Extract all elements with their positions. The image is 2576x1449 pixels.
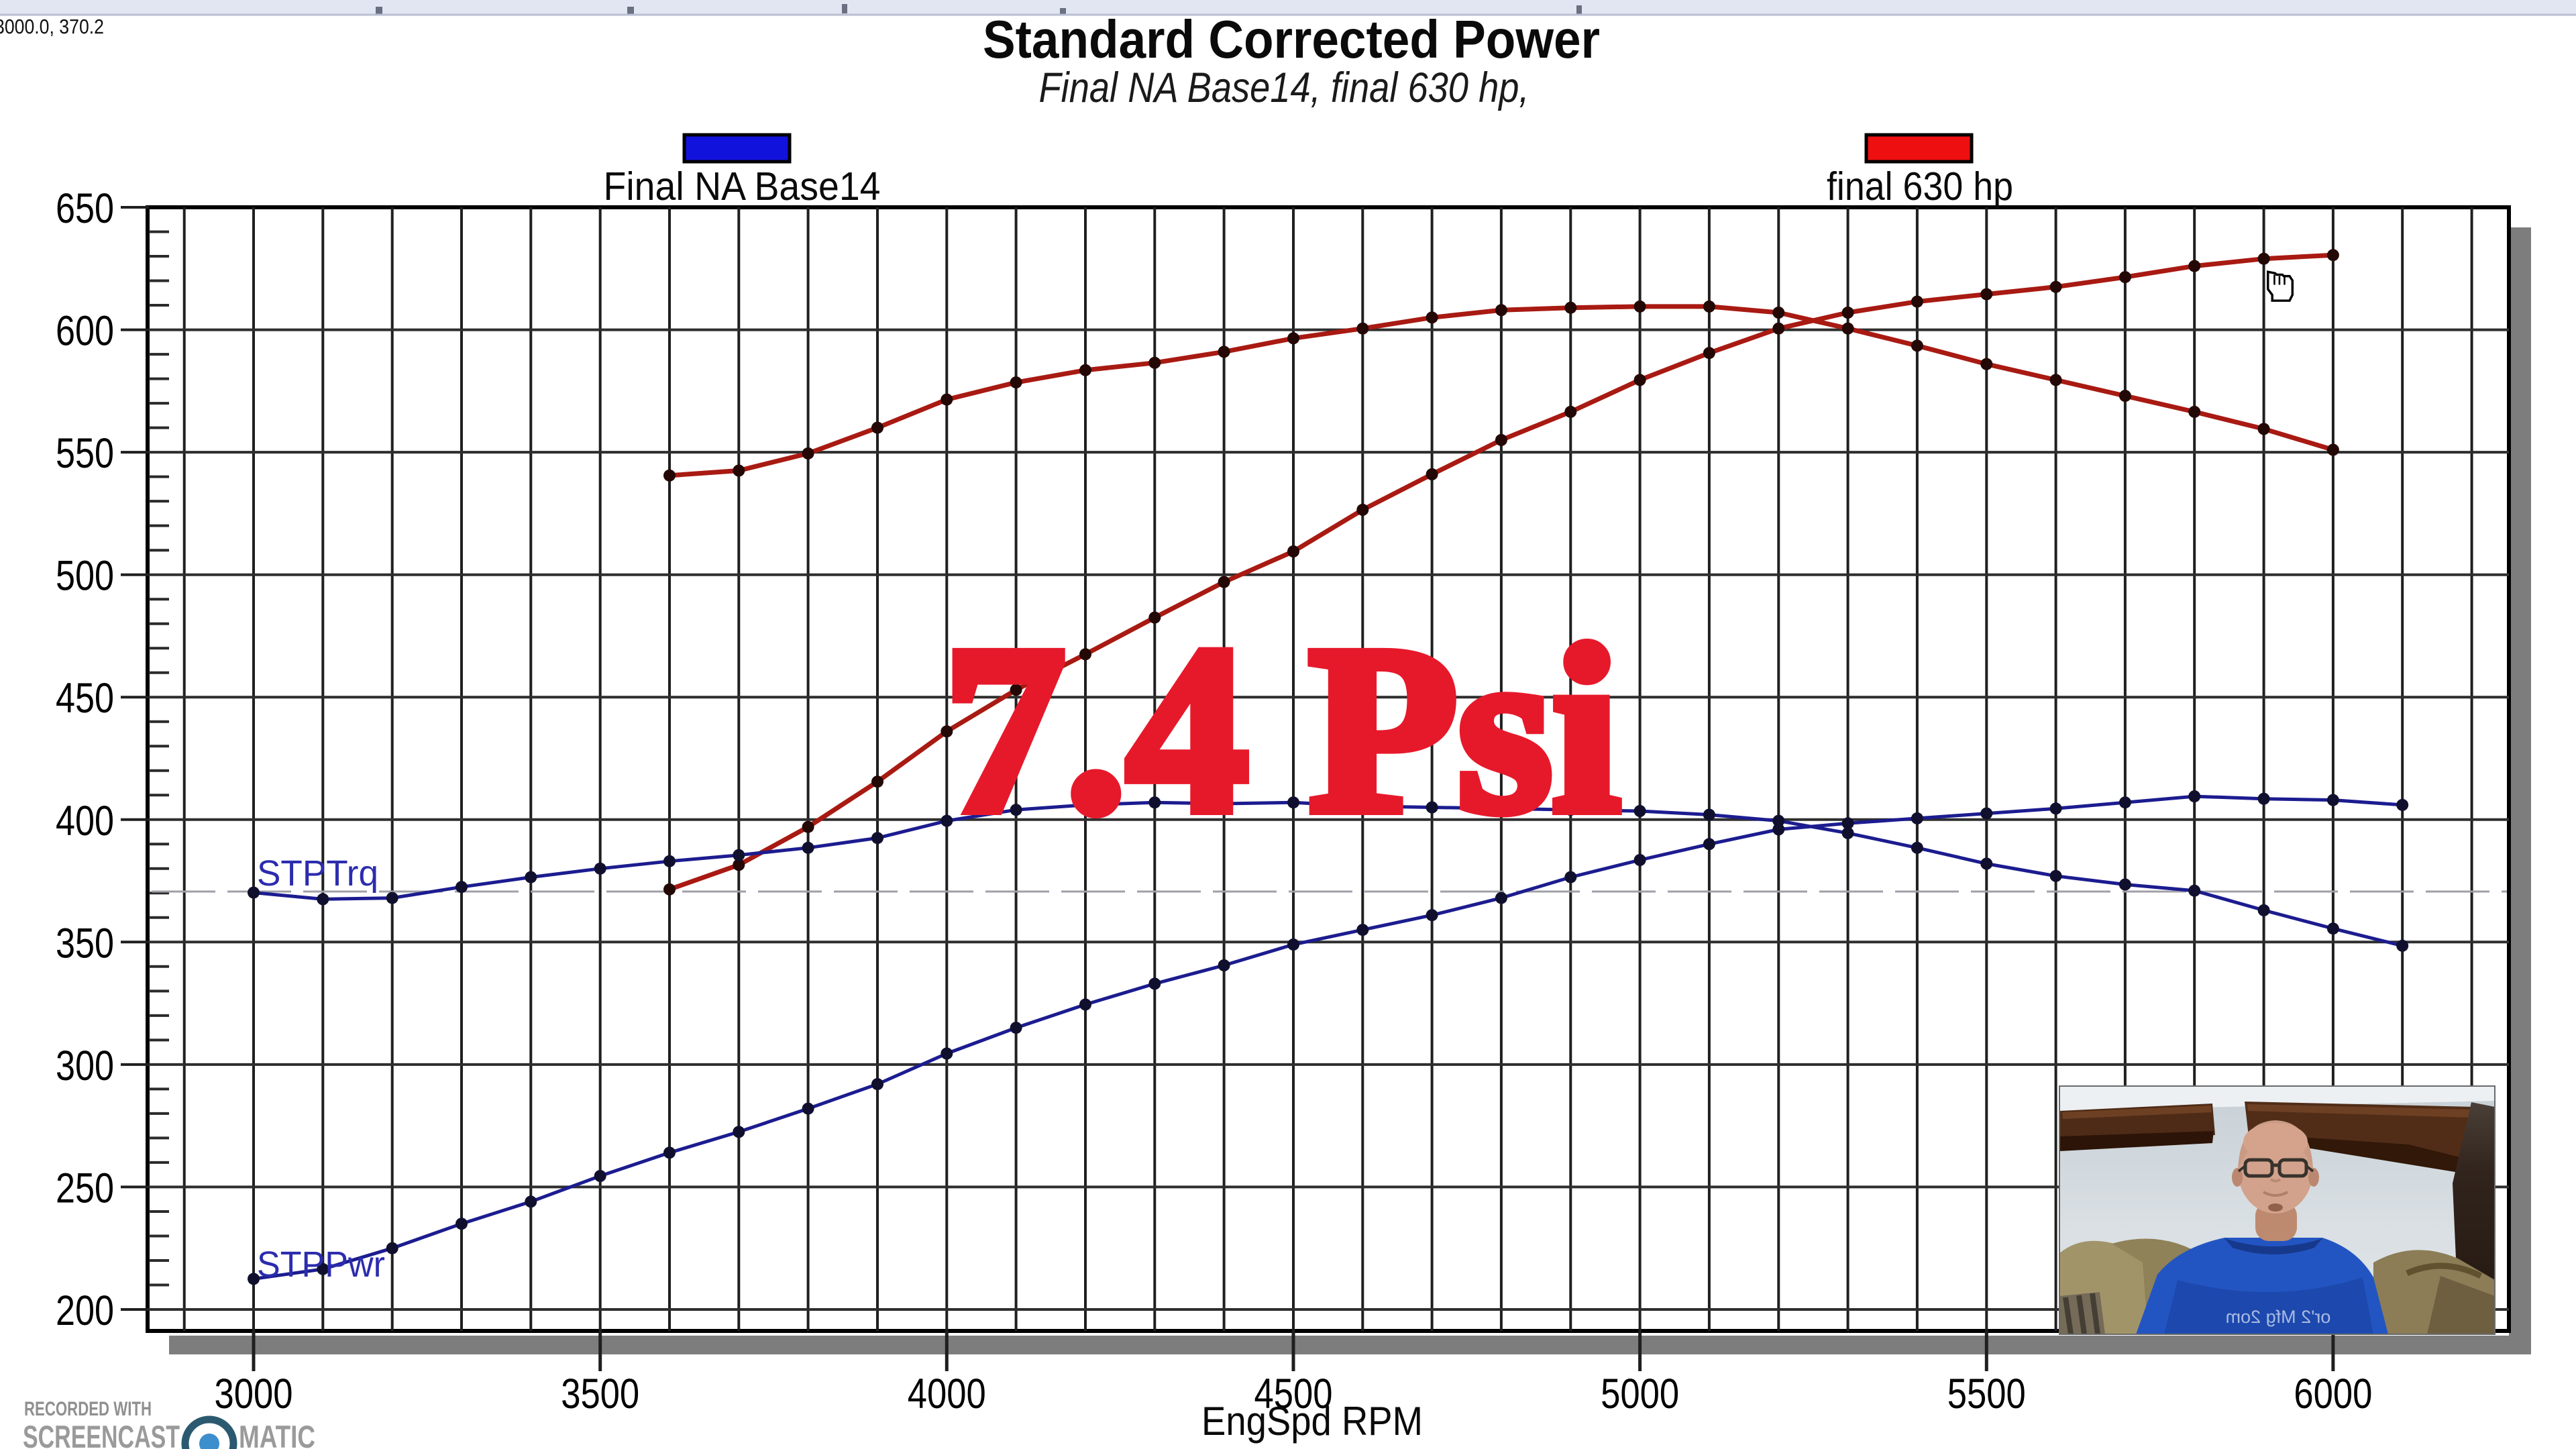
svg-text:Final NA Base14, final 630 hp,: Final NA Base14, final 630 hp, (1039, 64, 1529, 111)
svg-text:MATIC: MATIC (239, 1419, 315, 1449)
svg-text:STPTrq: STPTrq (257, 853, 378, 894)
svg-text:600: 600 (56, 308, 114, 355)
svg-text:Standard Corrected Power: Standard Corrected Power (983, 9, 1600, 69)
svg-text:final 630 hp: final 630 hp (1827, 164, 2013, 209)
svg-text:EngSpd RPM: EngSpd RPM (1201, 1399, 1423, 1444)
svg-text:3500: 3500 (561, 1371, 639, 1417)
svg-text:350: 350 (56, 920, 114, 967)
svg-text:500: 500 (56, 553, 114, 600)
svg-text:5000: 5000 (1601, 1371, 1679, 1417)
svg-text:3000.0, 370.2: 3000.0, 370.2 (0, 15, 104, 38)
svg-text:RECORDED WITH: RECORDED WITH (24, 1398, 152, 1420)
svg-text:300: 300 (56, 1042, 114, 1089)
svg-text:250: 250 (56, 1165, 114, 1212)
svg-text:200: 200 (56, 1287, 114, 1334)
svg-text:650: 650 (56, 185, 114, 232)
svg-text:or'2 Mfg 2om: or'2 Mfg 2om (2226, 1307, 2331, 1327)
svg-text:5500: 5500 (1947, 1371, 2026, 1417)
svg-text:Final NA Base14: Final NA Base14 (604, 164, 881, 209)
svg-text:SCREENCAST: SCREENCAST (23, 1419, 180, 1449)
svg-text:400: 400 (56, 798, 114, 845)
svg-text:3000: 3000 (215, 1371, 293, 1417)
svg-text:4000: 4000 (908, 1371, 986, 1417)
svg-text:4500: 4500 (1254, 1371, 1333, 1417)
svg-text:550: 550 (56, 430, 114, 477)
svg-text:STPPwr: STPPwr (257, 1244, 385, 1285)
svg-text:450: 450 (56, 675, 114, 722)
svg-text:7.4 Psi: 7.4 Psi (944, 598, 1620, 862)
svg-text:6000: 6000 (2294, 1371, 2372, 1417)
